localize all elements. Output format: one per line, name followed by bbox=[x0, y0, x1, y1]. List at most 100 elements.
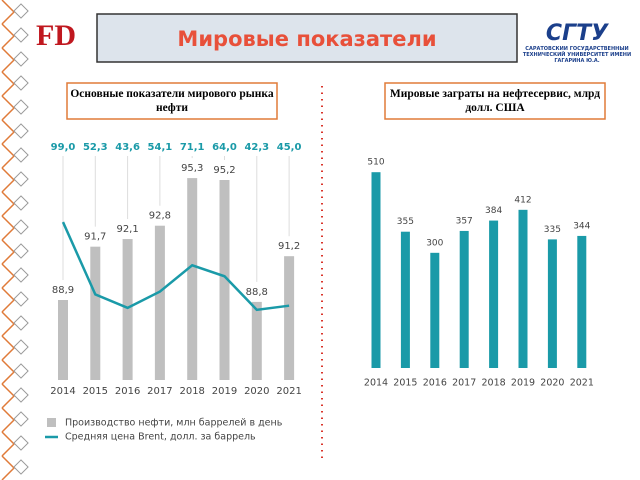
decor-shape bbox=[13, 3, 29, 19]
decor-shape bbox=[13, 219, 29, 235]
bar-label: 344 bbox=[573, 221, 590, 231]
university-name-box: САРАТОВСКИЙ ГОСУДАРСТВЕННЫЙ ТЕХНИЧЕСКИЙ … bbox=[522, 46, 632, 64]
x-tick-label: 2021 bbox=[570, 378, 594, 389]
line-label: 99,0 bbox=[51, 142, 76, 153]
decor-shape bbox=[1, 311, 16, 337]
bar bbox=[400, 231, 410, 368]
x-tick-label: 2014 bbox=[364, 378, 388, 389]
bar bbox=[284, 256, 295, 380]
decor-shape bbox=[1, 167, 16, 193]
decor-shape bbox=[13, 411, 29, 427]
university-logo: СГТУ bbox=[546, 21, 609, 46]
x-tick-label: 2018 bbox=[482, 378, 506, 389]
decor-shape bbox=[13, 315, 29, 331]
decor-shape bbox=[13, 459, 29, 475]
bar-label: 384 bbox=[485, 206, 502, 216]
bar-label: 300 bbox=[426, 238, 443, 248]
bar-label: 510 bbox=[367, 158, 384, 168]
bar bbox=[430, 252, 440, 368]
decor-shape bbox=[13, 99, 29, 115]
bar-label: 92,1 bbox=[116, 224, 138, 235]
decor-shape bbox=[1, 263, 16, 289]
line-label: 52,3 bbox=[83, 142, 108, 153]
bar bbox=[489, 220, 499, 368]
chart-title: Основные показатели мирового рынка нефти bbox=[70, 88, 274, 114]
line-label: 43,6 bbox=[115, 142, 140, 153]
decor-shape bbox=[13, 123, 29, 139]
x-tick-label: 2017 bbox=[452, 378, 476, 389]
decor-shape bbox=[1, 143, 16, 169]
x-tick-label: 2020 bbox=[244, 386, 269, 397]
decor-shape bbox=[13, 291, 29, 307]
logo: FD bbox=[36, 19, 76, 52]
slide-title: Мировые показатели bbox=[177, 27, 436, 51]
x-tick-label: 2020 bbox=[540, 378, 564, 389]
line-label: 64,0 bbox=[212, 142, 237, 153]
bar bbox=[154, 225, 165, 380]
decor-shape bbox=[1, 455, 16, 480]
title-box bbox=[96, 13, 518, 63]
line bbox=[61, 221, 290, 312]
x-tick-label: 2017 bbox=[147, 386, 172, 397]
x-tick-label: 2018 bbox=[179, 386, 204, 397]
decor-shape bbox=[1, 23, 16, 49]
x-tick-label: 2016 bbox=[423, 378, 447, 389]
decor-shape bbox=[1, 95, 16, 121]
bar-label: 88,9 bbox=[52, 285, 74, 296]
chart-title: Мировые заграты на нефтесервис, млрд дол… bbox=[389, 88, 601, 114]
bar-label: 92,8 bbox=[149, 211, 171, 222]
x-tick-label: 2015 bbox=[83, 386, 108, 397]
decor-strip bbox=[1, 0, 29, 480]
line-label: 71,1 bbox=[180, 142, 205, 153]
bar bbox=[122, 239, 133, 380]
decor-shape bbox=[1, 71, 16, 97]
bar-label: 91,2 bbox=[278, 241, 300, 252]
decor-shape bbox=[13, 339, 29, 355]
x-tick-label: 2019 bbox=[212, 386, 237, 397]
x-tick-label: 2015 bbox=[393, 378, 417, 389]
decor-shape bbox=[1, 407, 16, 433]
decor-shape bbox=[1, 119, 16, 145]
decor-shape bbox=[13, 27, 29, 43]
chart-title-box bbox=[66, 82, 278, 120]
x-tick-label: 2014 bbox=[50, 386, 75, 397]
x-tick-label: 2019 bbox=[511, 378, 535, 389]
decor-shape bbox=[13, 435, 29, 451]
bar bbox=[90, 246, 101, 380]
bar bbox=[187, 178, 198, 380]
decor-shape bbox=[13, 51, 29, 67]
decor-shape bbox=[1, 335, 16, 361]
line-label: 54,1 bbox=[148, 142, 173, 153]
bar-label: 355 bbox=[397, 217, 414, 227]
legend-swatch bbox=[47, 418, 56, 427]
bar-label: 88,8 bbox=[246, 287, 268, 298]
decor-shape bbox=[13, 75, 29, 91]
legend-label: Производство нефти, млн баррелей в день bbox=[65, 418, 283, 429]
decor-shape bbox=[13, 243, 29, 259]
bar bbox=[371, 172, 381, 368]
bar bbox=[459, 230, 469, 368]
x-tick-label: 2016 bbox=[115, 386, 140, 397]
decor-shape bbox=[1, 191, 16, 217]
bar bbox=[251, 301, 262, 380]
decor-shape bbox=[1, 287, 16, 313]
decor-shape bbox=[13, 195, 29, 211]
bar bbox=[219, 180, 230, 380]
bar-label: 412 bbox=[514, 195, 531, 205]
decor-shape bbox=[13, 147, 29, 163]
decor-shape bbox=[13, 387, 29, 403]
bar-label: 91,7 bbox=[84, 232, 106, 243]
bar bbox=[58, 300, 68, 380]
bar bbox=[577, 235, 587, 368]
decor-shape bbox=[1, 215, 16, 241]
bar bbox=[547, 239, 557, 368]
bar-label: 95,2 bbox=[213, 165, 235, 176]
decor-shape bbox=[1, 0, 16, 25]
decor-shape bbox=[1, 431, 16, 457]
decor-shape bbox=[13, 171, 29, 187]
bar bbox=[518, 209, 528, 368]
university-name: САРАТОВСКИЙ ГОСУДАРСТВЕННЫЙ ТЕХНИЧЕСКИЙ … bbox=[522, 46, 632, 64]
decor-shape bbox=[1, 47, 16, 73]
x-tick-label: 2021 bbox=[276, 386, 301, 397]
